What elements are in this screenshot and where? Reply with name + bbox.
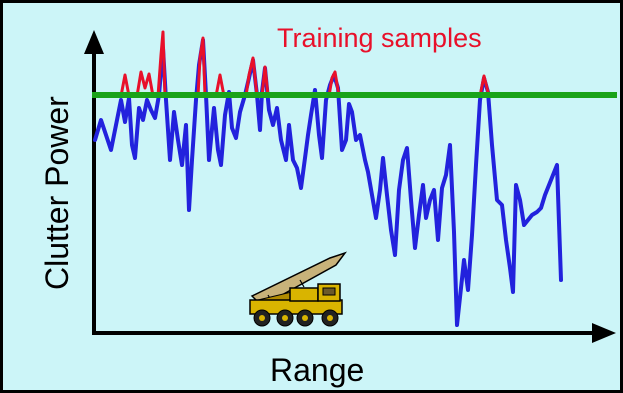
training-peak xyxy=(327,70,341,98)
training-peak xyxy=(260,65,270,98)
training-peak xyxy=(196,36,207,98)
training-peak xyxy=(214,73,226,98)
training-peak xyxy=(478,74,491,98)
training-peak xyxy=(244,56,259,98)
y-axis-label: Clutter Power xyxy=(39,96,75,290)
x-axis-arrowhead xyxy=(592,323,616,343)
training-peak xyxy=(119,73,131,98)
y-axis-arrowhead xyxy=(84,30,104,54)
training-sample-segments xyxy=(119,30,491,98)
training-peak xyxy=(135,70,155,98)
legend-training-samples: Training samples xyxy=(277,23,482,53)
clutter-power-line xyxy=(93,38,563,327)
x-axis-label: Range xyxy=(270,352,364,388)
training-peak xyxy=(156,30,167,98)
missile-launcher-truck-icon xyxy=(249,251,348,327)
